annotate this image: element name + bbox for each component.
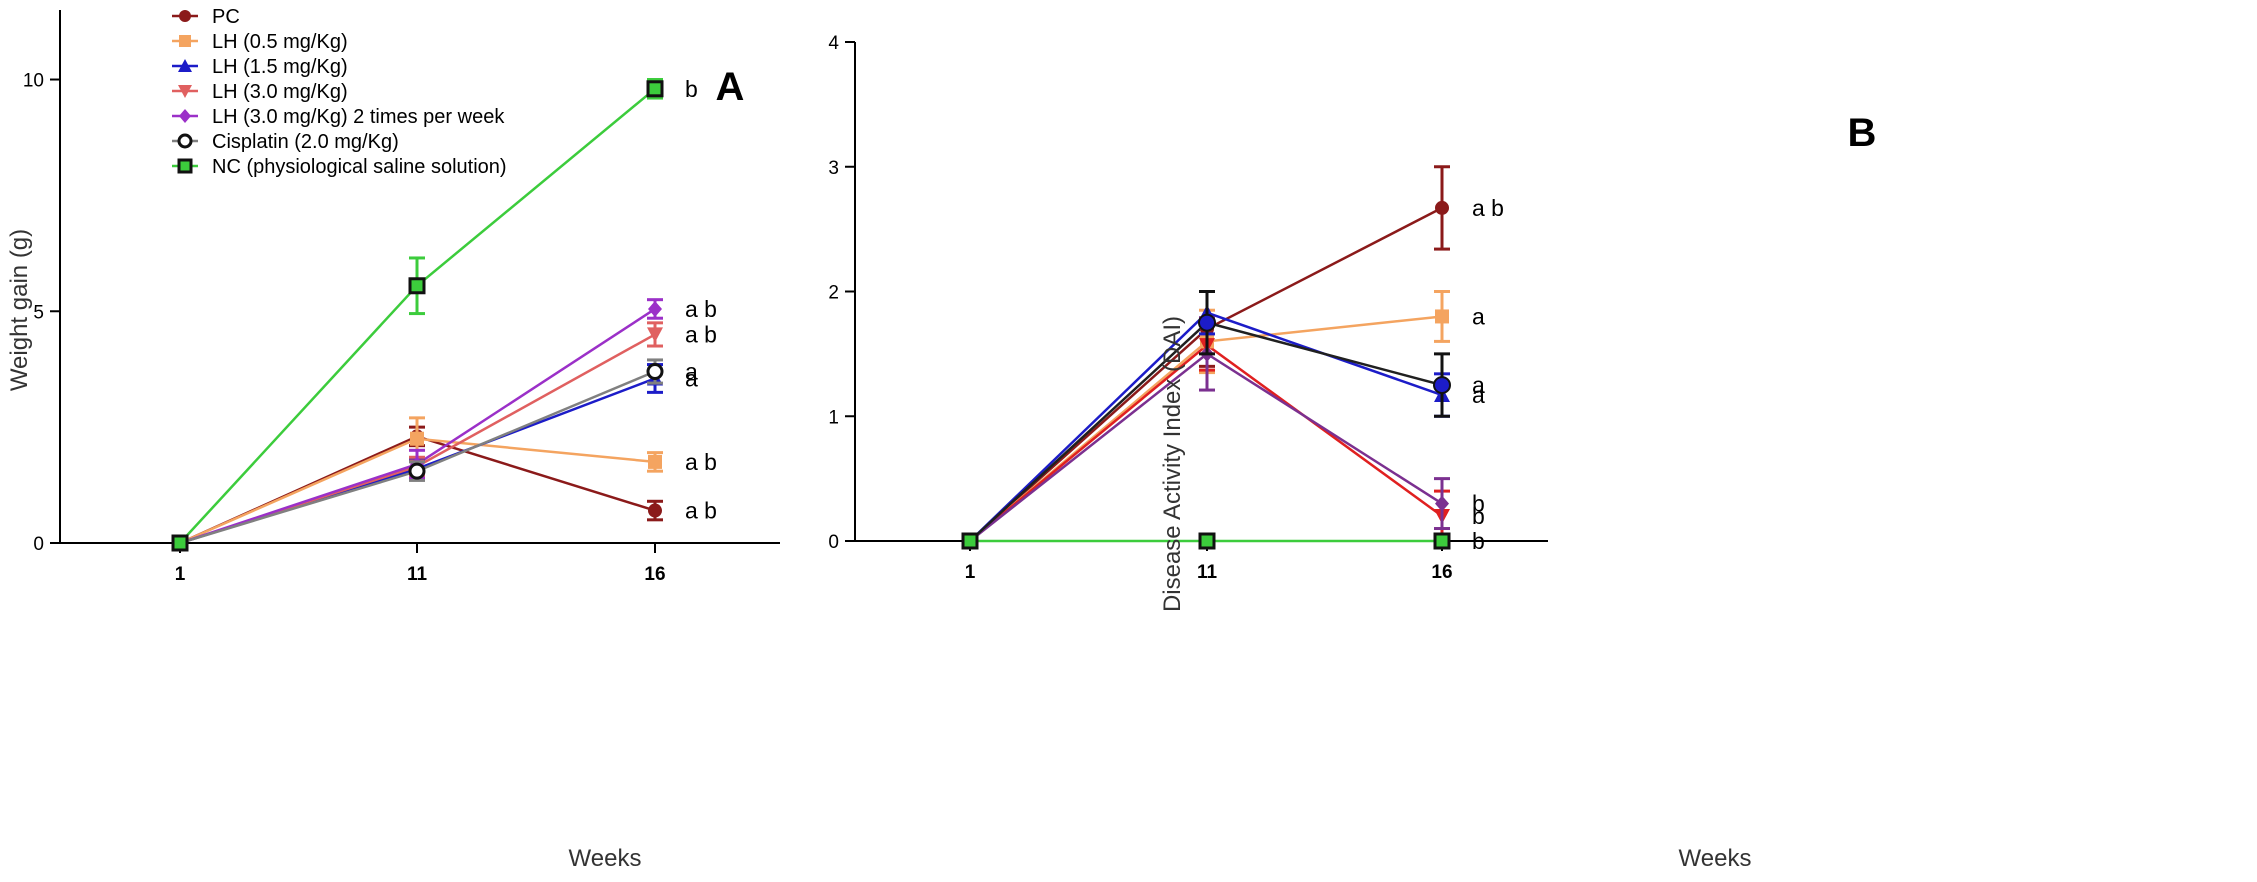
panel-a-data-point — [648, 300, 662, 317]
panel-a-y-tick-label: 10 — [23, 71, 44, 92]
panel-b-y-tick-label: 2 — [828, 283, 839, 304]
panel-a-y-tick-label: 0 — [33, 534, 44, 555]
panel-b-significance-label: a b — [1472, 195, 1504, 221]
panel-b-title: B — [1848, 111, 1877, 155]
panel-b-y-axis-label: Disease Activity Index (DAI) — [1159, 316, 1186, 612]
panel-b-significance-label: a — [1472, 372, 1485, 398]
panel-a-significance-label: a b — [685, 296, 717, 322]
panel-b-significance-label: a — [1472, 303, 1485, 329]
legend-swatch-marker — [178, 59, 192, 72]
legend-swatch-marker — [179, 10, 191, 22]
panel-b-data-point — [1435, 200, 1449, 215]
panel-a-x-tick-label: 1 — [175, 564, 186, 585]
legend-entry-label: LH (1.5 mg/Kg) — [212, 56, 348, 78]
legend-entry-label: LH (3.0 mg/Kg) — [212, 81, 348, 103]
panel-a-data-point — [408, 277, 426, 295]
panel-b-data-point-outline — [1433, 376, 1451, 395]
legend-entry-label: NC (physiological saline solution) — [212, 156, 507, 178]
legend-swatch-marker — [179, 35, 191, 47]
panel-b-data-point — [1198, 532, 1216, 550]
panel-a-legend: PC LH (0.5 mg/Kg) LH (1.5 mg/Kg) LH (3.0 mg… — [172, 6, 507, 178]
panel-a-significance-label: a b — [685, 321, 717, 347]
panel-a-significance-label: a b — [685, 498, 717, 524]
panel-a-y-tick-label: 5 — [33, 302, 44, 323]
panel-a-data-point — [647, 327, 663, 343]
panel-b-y-tick-label: 3 — [828, 158, 839, 179]
panel-a-significance-label: a — [685, 359, 698, 385]
panel-a-significance-label: b — [685, 76, 698, 102]
panel-a-data-point — [408, 462, 426, 480]
legend-entry-label: Cisplatin (2.0 mg/Kg) — [212, 131, 399, 153]
panel-a-data-point — [410, 431, 424, 446]
panel-a-data-point — [648, 503, 662, 518]
panel-a-significance-label: a — [685, 365, 698, 391]
legend-swatch-marker — [177, 133, 193, 149]
panel-b-significance-label: b — [1472, 491, 1485, 517]
panel-a-data-point — [646, 363, 664, 381]
panel-a-data-point — [648, 454, 662, 469]
panel-a-x-tick-label: 11 — [407, 564, 428, 585]
panel-a-x-axis-label: Weeks — [569, 845, 642, 872]
legend-entry-label: LH (0.5 mg/Kg) — [212, 31, 348, 53]
panel-b-y-tick-label: 1 — [828, 407, 839, 428]
panel-b-data-point — [1433, 532, 1451, 550]
panel-a-data-point — [171, 534, 189, 552]
panel-b-data-point — [1199, 314, 1215, 331]
panel-b-significance-label: b — [1472, 503, 1485, 529]
legend-swatch-marker — [178, 85, 192, 98]
panel-b-data-point — [1435, 309, 1449, 324]
panel-b-data-point-outline — [1198, 313, 1216, 332]
legend-swatch-marker — [177, 158, 193, 174]
panel-a-significance-label: a b — [685, 449, 717, 475]
panel-b-x-axis-label: Weeks — [1679, 845, 1752, 872]
panel-b-significance-label: a — [1472, 382, 1485, 408]
panel-b-x-tick-label: 1 — [965, 562, 976, 583]
panel-b-data-point — [961, 532, 979, 550]
panel-b-data-point — [1435, 495, 1449, 512]
legend-swatch-marker — [179, 109, 191, 123]
panel-b-x-tick-label: 16 — [1431, 562, 1452, 583]
legend-entry-label: LH (3.0 mg/Kg) 2 times per week — [212, 106, 505, 128]
panel-a-y-axis-label: Weight gain (g) — [6, 229, 33, 391]
panel-a-series: a ba baa ba bab — [171, 76, 717, 552]
panel-b-y-tick-label: 4 — [828, 33, 839, 54]
panel-a-title: A — [716, 65, 745, 109]
panel-b-significance-label: b — [1472, 528, 1485, 554]
panel-b-y-tick-label: 0 — [828, 532, 839, 553]
panel-b-x-tick-label: 11 — [1197, 562, 1218, 583]
panel-a-x-tick-label: 16 — [644, 564, 665, 585]
legend-entry-label: PC — [212, 6, 240, 28]
panel-b-data-point — [1434, 377, 1450, 394]
panel-a-data-point — [646, 80, 664, 98]
